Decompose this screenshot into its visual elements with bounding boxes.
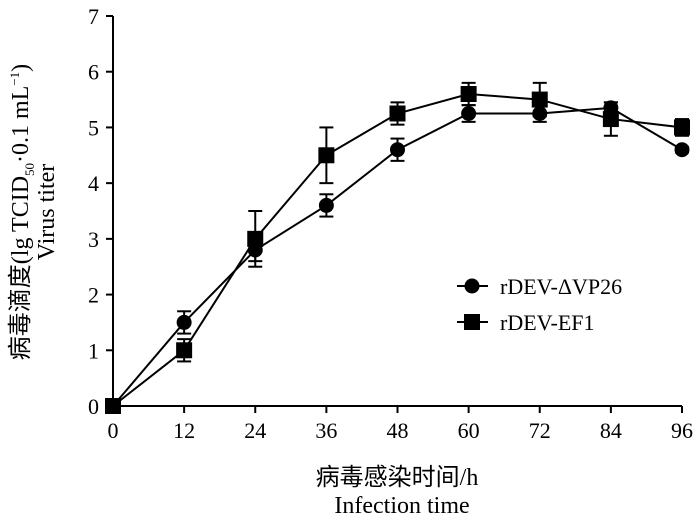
series-layer [105, 81, 690, 414]
y-tick-label: 7 [88, 4, 99, 29]
data-point [461, 106, 477, 121]
data-point [318, 147, 335, 164]
data-point [176, 342, 193, 359]
y-axis-unit-main: (lg TCID [8, 176, 34, 264]
data-point [460, 86, 477, 102]
y-axis-title-en: Virus titer [34, 164, 60, 261]
legend-item-1: rDEV-ΔVP26 [457, 274, 622, 299]
x-axis-title-en: Infection time [334, 493, 469, 519]
y-axis-title: 病毒滴度(lg TCID50·0.1 mL−1) Virus titer [7, 64, 60, 360]
y-tick-label: 5 [88, 115, 99, 140]
y-axis-unit-sub: 50 [22, 163, 37, 176]
y-axis-title-zh: 病毒滴度 [7, 264, 34, 360]
legend: rDEV-ΔVP26 rDEV-EF1 [457, 274, 622, 335]
x-tick-label: 60 [458, 418, 480, 443]
x-tick-label: 84 [600, 418, 622, 443]
data-point [318, 197, 334, 213]
data-point [389, 105, 406, 122]
y-tick-label: 6 [88, 60, 99, 85]
y-tick-label: 3 [88, 227, 99, 252]
data-point [602, 111, 619, 128]
data-point [674, 142, 690, 158]
y-axis-unit-sup: −1 [7, 72, 22, 86]
y-tick-label: 0 [88, 394, 99, 419]
x-tick-label: 36 [315, 418, 337, 443]
legend-item-2: rDEV-EF1 [457, 310, 595, 335]
series-2 [105, 81, 690, 414]
x-axis-title-zh: 病毒感染时间/h [316, 464, 479, 491]
y-tick-label: 2 [88, 283, 99, 308]
x-tick-label: 24 [244, 418, 266, 443]
legend-marker [464, 278, 480, 294]
x-tick-label: 72 [529, 418, 551, 443]
legend-label: rDEV-ΔVP26 [500, 274, 622, 299]
y-tick-label: 1 [88, 338, 99, 363]
legend-marker [464, 314, 480, 330]
data-point [105, 398, 121, 414]
data-point [176, 314, 192, 330]
x-tick-label: 96 [671, 418, 693, 443]
x-tick-label: 12 [173, 418, 195, 443]
y-axis-unit-end: ) [8, 64, 34, 72]
svg-text:病毒滴度(lg TCID50·0.1 mL−1): 病毒滴度(lg TCID50·0.1 mL−1) [7, 64, 37, 360]
data-point [674, 119, 690, 136]
data-point [247, 230, 264, 247]
series-1 [105, 100, 690, 414]
y-axis-unit-mid: ·0.1 mL [8, 86, 34, 163]
x-tick-label: 48 [387, 418, 409, 443]
legend-label: rDEV-EF1 [500, 310, 595, 335]
y-tick-label: 4 [88, 171, 99, 196]
data-point [390, 142, 405, 158]
data-point [531, 91, 548, 108]
x-tick-label: 0 [108, 418, 119, 443]
